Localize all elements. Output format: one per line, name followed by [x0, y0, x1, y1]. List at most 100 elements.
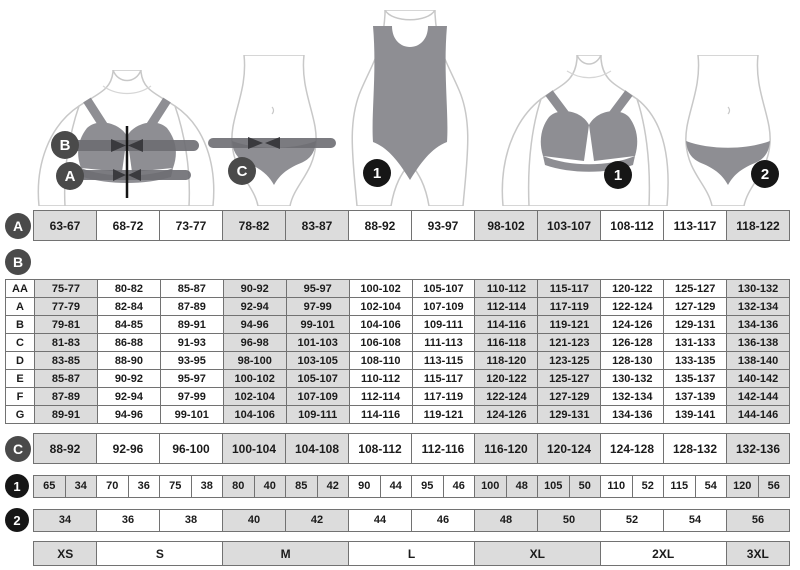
table-cell: 48 [505, 475, 537, 497]
row-c-badge: C [5, 435, 31, 462]
briefs-illustration: 2 [685, 55, 779, 206]
table-cell: 86-88 [96, 334, 160, 351]
table-cell: 52 [600, 509, 663, 531]
table-cell: 114-116 [348, 406, 412, 423]
table-cell: 44 [348, 509, 411, 531]
table-cell: 80 [222, 475, 254, 497]
table-cell: 123-125 [537, 352, 601, 369]
table-cell: 129-131 [663, 316, 726, 333]
table-cell: 105 [537, 475, 569, 497]
bra-illustration: 1 [501, 55, 669, 206]
table-cell: 128-130 [600, 352, 663, 369]
row-a-badge-text: A [12, 217, 24, 234]
briefs-measurement-illustration: C [208, 55, 336, 206]
table-cell: 99-101 [159, 406, 223, 423]
measurement-illustrations: B A C [0, 0, 800, 206]
table-cell: 82-84 [96, 298, 160, 315]
cup-row-label: E [6, 370, 34, 387]
table-cell: 104-106 [222, 406, 286, 423]
table-cell: 130-132 [600, 370, 663, 387]
table-cell: 92-94 [222, 298, 286, 315]
table-cell: 102-104 [348, 298, 412, 315]
table-cell: 78-82 [222, 211, 285, 240]
table-cell: 83-85 [34, 352, 97, 369]
bra-measurement-figure: B A [25, 70, 215, 206]
table-cell: 126-128 [600, 334, 663, 351]
table-cell: 109-111 [411, 316, 475, 333]
label-a-text: A [65, 168, 76, 185]
table-cell: 34 [34, 509, 96, 531]
table-cell: 36 [96, 509, 159, 531]
size-chart: A 63-67 68-72 73-77 78-82 83-87 88-92 93-97 98-… [0, 210, 800, 566]
table-cell: 117-119 [411, 388, 475, 405]
row-1-badge: 1 [5, 474, 29, 498]
table-cell: 127-129 [537, 388, 601, 405]
table-cell: 91-93 [159, 334, 223, 351]
hip-measure-band [208, 137, 336, 149]
table-cell: 134-136 [726, 316, 790, 333]
table-cell: 106-108 [348, 334, 412, 351]
section-b-header: B [5, 249, 800, 275]
table-cell: 100-102 [222, 370, 286, 387]
table-cell: 90-92 [96, 370, 160, 387]
table-cell: 109-111 [285, 406, 349, 423]
table-cell: 85 [285, 475, 317, 497]
briefs-garment [686, 141, 770, 185]
badge-1-swimsuit: 1 [363, 159, 391, 187]
bra-measurement-illustration: B A [37, 70, 215, 206]
table-cell: 113-117 [663, 211, 726, 240]
cup-size-row: AA 75-77 80-82 85-87 90-92 95-97 100-102 105-10… [6, 280, 790, 297]
table-cell: 98-100 [222, 352, 286, 369]
table-cell: 65 [34, 475, 65, 497]
cup-size-row: G 89-91 94-96 99-101 104-106 109-111 114-116 11… [6, 405, 790, 423]
table-cell: 105-107 [411, 280, 475, 297]
swimsuit-garment [372, 26, 448, 180]
table-cell: 88-92 [348, 211, 411, 240]
table-cell: 40 [222, 509, 285, 531]
bra-figure: 1 [495, 55, 670, 206]
table-cell: 113-115 [411, 352, 475, 369]
table-cell: 94-96 [222, 316, 286, 333]
row-a-badge: A [5, 212, 31, 239]
table-cell: 46 [442, 475, 475, 497]
table-cell: 142-144 [726, 388, 790, 405]
table-cell: 96-100 [159, 434, 222, 463]
table-cell: 110 [600, 475, 632, 497]
navel-mark [727, 106, 731, 115]
table-cell: 134-136 [600, 406, 663, 423]
table-cell: 89-91 [34, 406, 97, 423]
table-cell: 124-128 [600, 434, 663, 463]
table-cell: 48 [474, 509, 537, 531]
table-cell: 103-105 [285, 352, 349, 369]
table-cell: 139-141 [663, 406, 726, 423]
row-c-badge-text: C [12, 440, 24, 457]
briefs-figure: 2 [658, 55, 794, 206]
table-cell: 133-135 [663, 352, 726, 369]
table-cell: 63-67 [34, 211, 96, 240]
table-cell: 95-97 [159, 370, 223, 387]
table-cell: 85-87 [159, 280, 223, 297]
table-cell: 90 [348, 475, 380, 497]
table-cell: 110-112 [348, 370, 412, 387]
table-cell: 85-87 [34, 370, 97, 387]
table-cell: 79-81 [34, 316, 97, 333]
section-b-badge-text: B [12, 254, 24, 270]
label-c-badge: C [228, 157, 256, 185]
swimsuit-figure: 1 [335, 10, 485, 206]
size-letter-cell: XL [473, 542, 600, 565]
table-cell: 114-116 [474, 316, 538, 333]
section-b-table: AA 75-77 80-82 85-87 90-92 95-97 100-102 105-10… [5, 279, 790, 424]
cup-size-row: C 81-83 86-88 91-93 96-98 101-103 106-108 111-1… [6, 333, 790, 351]
table-cell: 132-134 [726, 298, 790, 315]
label-b-text: B [60, 137, 71, 154]
table-cell: 46 [411, 509, 474, 531]
table-cell: 137-139 [663, 388, 726, 405]
table-cell: 87-89 [34, 388, 97, 405]
table-cell: 120 [726, 475, 758, 497]
table-cell: 120-122 [600, 280, 663, 297]
table-cell: 83-87 [285, 211, 348, 240]
table-cell: 112-114 [348, 388, 412, 405]
badge-1-text: 1 [614, 167, 622, 184]
table-cell: 131-133 [663, 334, 726, 351]
size-letter-cell: XS [34, 542, 97, 565]
